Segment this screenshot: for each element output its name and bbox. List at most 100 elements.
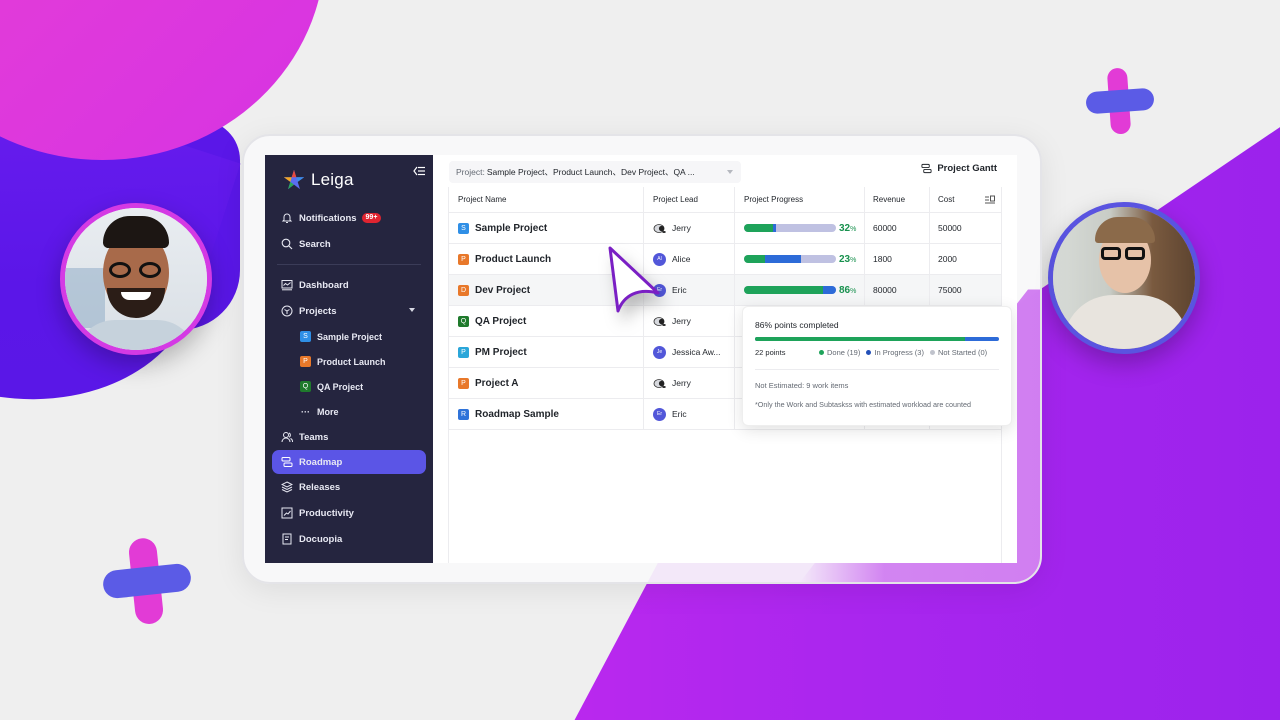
project-square-icon: Q	[458, 315, 469, 327]
sidebar-item-roadmap[interactable]: Roadmap	[272, 450, 426, 474]
table-row[interactable]: P Product Launch Al Alice 23% 1800 2000	[449, 244, 1001, 275]
tooltip-progress-bar	[755, 337, 999, 341]
cell-project-name[interactable]: S Sample Project	[449, 213, 644, 243]
sidebar-project-more[interactable]: ··· More	[265, 399, 433, 424]
robot-avatar-icon	[653, 316, 666, 326]
cell-project-progress[interactable]: 23%	[735, 244, 865, 274]
cell-project-progress[interactable]: 86%	[735, 275, 865, 305]
sidebar-project-label: More	[317, 406, 339, 417]
cell-project-lead[interactable]: Er Eric	[644, 399, 735, 429]
brand[interactable]: Leiga	[265, 167, 433, 193]
projects-cube-icon	[281, 305, 293, 317]
avatar: Al	[653, 252, 666, 266]
avatar: Je	[653, 345, 666, 359]
progress-percent: 86%	[839, 284, 857, 296]
sidebar-item-label: Notifications	[299, 212, 357, 224]
sidebar-item-projects[interactable]: Projects	[265, 298, 433, 324]
sidebar-project-qa[interactable]: Q QA Project	[265, 374, 433, 399]
projects-table: Project Name Project Lead Project Progre…	[448, 187, 1002, 563]
leiga-app: Leiga Notifications 99+ Search	[265, 155, 1017, 563]
lead-name: Eric	[672, 285, 687, 295]
bell-icon	[281, 212, 293, 224]
sidebar-item-productivity[interactable]: Productivity	[265, 500, 433, 526]
cell-project-name[interactable]: Q QA Project	[449, 306, 644, 336]
progress-bar	[744, 224, 836, 232]
roadmap-icon	[281, 456, 293, 468]
column-header-project-progress[interactable]: Project Progress	[735, 187, 865, 212]
sidebar-item-label: Roadmap	[299, 456, 343, 468]
sidebar-project-label: Product Launch	[317, 356, 386, 367]
lead-name: Jessica Aw...	[672, 347, 721, 357]
sidebar-item-releases[interactable]: Releases	[265, 474, 433, 500]
table-row[interactable]: D Dev Project Er Eric 86% 80000 75000	[449, 275, 1001, 306]
cell-project-lead[interactable]: Je Jessica Aw...	[644, 337, 735, 367]
more-dots-icon: ···	[301, 406, 310, 417]
brand-name: Leiga	[311, 170, 354, 189]
column-header-project-name[interactable]: Project Name	[449, 187, 644, 212]
sidebar-item-label: Dashboard	[299, 279, 349, 291]
lead-name: Jerry	[672, 378, 691, 388]
sidebar-nav: Notifications 99+ Search Dashboard	[265, 205, 433, 552]
notification-badge: 99+	[361, 213, 382, 223]
collapse-sidebar-icon[interactable]	[413, 166, 425, 176]
table-body: S Sample Project Jerry 32% 60000 50000 P…	[449, 213, 1001, 430]
cell-cost: 2000	[938, 254, 957, 264]
table-row[interactable]: S Sample Project Jerry 32% 60000 50000	[449, 213, 1001, 244]
cell-cost: 75000	[938, 285, 962, 295]
sidebar-item-label: Docuopia	[299, 533, 343, 545]
sidebar-item-docuopia[interactable]: Docuopia	[265, 526, 433, 552]
project-gantt-button[interactable]: Project Gantt	[921, 163, 997, 174]
cell-project-lead[interactable]: Jerry	[644, 306, 735, 336]
cell-project-name[interactable]: P Project A	[449, 368, 644, 398]
cell-revenue: 1800	[865, 244, 930, 274]
cell-project-lead[interactable]: Jerry	[644, 213, 735, 243]
project-square-icon: Q	[300, 381, 311, 392]
sidebar-item-notifications[interactable]: Notifications 99+	[265, 205, 433, 231]
sidebar-item-label: Teams	[299, 431, 329, 443]
progress-tooltip: 86% points completed 22 points Done (19)…	[742, 306, 1012, 426]
legend-done: Done (19)	[819, 348, 860, 357]
tooltip-divider	[755, 369, 999, 370]
sidebar-item-dashboard[interactable]: Dashboard	[265, 272, 433, 298]
project-name: Project A	[475, 377, 519, 389]
sidebar-project-product-launch[interactable]: P Product Launch	[265, 349, 433, 374]
document-icon	[281, 533, 293, 545]
column-header-cost[interactable]: Cost	[930, 187, 1001, 212]
lead-name: Eric	[672, 409, 687, 419]
leiga-logo-icon	[283, 169, 305, 190]
cell-project-progress[interactable]: 32%	[735, 213, 865, 243]
sidebar: Leiga Notifications 99+ Search	[265, 155, 433, 563]
lead-name: Jerry	[672, 223, 691, 233]
tooltip-legend: 22 points Done (19) In Progress (3) Not …	[755, 348, 999, 357]
project-square-icon: P	[300, 356, 311, 367]
legend-in-progress: In Progress (3)	[866, 348, 924, 357]
sidebar-project-label: Sample Project	[317, 331, 383, 342]
column-settings-icon[interactable]	[985, 195, 995, 205]
tooltip-title: 86% points completed	[755, 320, 839, 330]
tooltip-footnote: *Only the Work and Subtaskss with estima…	[755, 400, 972, 409]
legend-not-started: Not Started (0)	[929, 348, 987, 357]
cell-cost: 50000	[938, 223, 962, 233]
project-name: Dev Project	[475, 284, 531, 296]
cell-project-name[interactable]: P PM Project	[449, 337, 644, 367]
project-filter-select[interactable]: Project: Sample Project、Product Launch、D…	[449, 161, 741, 183]
sidebar-item-label: Productivity	[299, 507, 354, 519]
chevron-down-icon[interactable]	[409, 308, 415, 312]
cell-project-lead[interactable]: Jerry	[644, 368, 735, 398]
cell-project-name[interactable]: R Roadmap Sample	[449, 399, 644, 429]
progress-bar	[744, 286, 836, 294]
sidebar-item-teams[interactable]: Teams	[265, 424, 433, 450]
project-square-icon: P	[458, 346, 469, 358]
sidebar-item-search[interactable]: Search	[265, 231, 433, 257]
column-header-revenue[interactable]: Revenue	[865, 187, 930, 212]
project-square-icon: P	[458, 377, 469, 389]
column-header-project-lead[interactable]: Project Lead	[644, 187, 735, 212]
project-square-icon: P	[458, 253, 469, 265]
progress-bar	[744, 255, 836, 263]
sidebar-project-sample[interactable]: S Sample Project	[265, 324, 433, 349]
plus-decoration-bottom-left	[99, 534, 196, 629]
cell-revenue: 80000	[865, 275, 930, 305]
cell-project-name[interactable]: P Product Launch	[449, 244, 644, 274]
cell-project-lead[interactable]: Al Alice	[644, 244, 735, 274]
project-square-icon: D	[458, 284, 469, 296]
